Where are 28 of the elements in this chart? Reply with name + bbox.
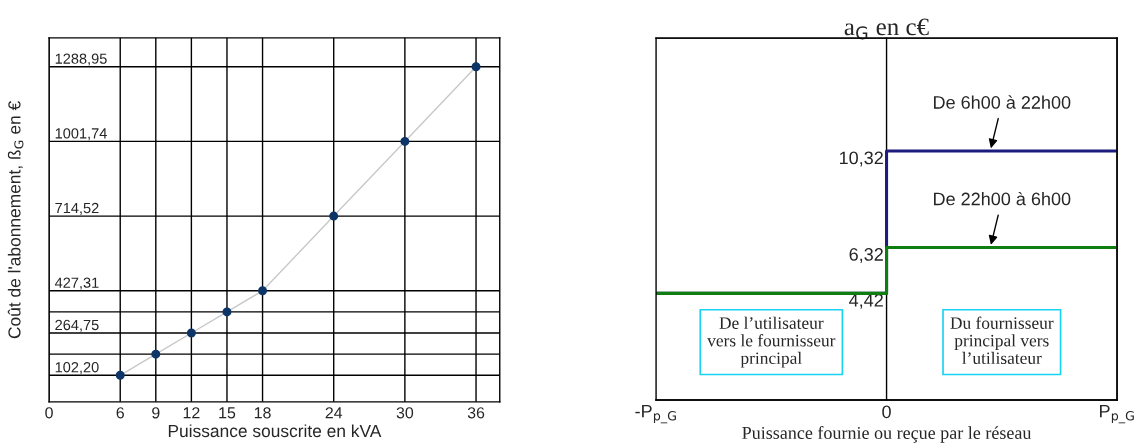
x-tick-label: 30: [396, 407, 414, 419]
y-axis-title: Coût de l'abonnement, ß$_{G}$ en €: [7, 101, 24, 339]
y-tick-label: 1288,95: [55, 53, 107, 66]
x-tick-label: 9: [152, 407, 160, 419]
y-tick-label: 1001,74: [55, 128, 107, 141]
annotation: Du fournisseur principal vers l’utilisateur: [950, 316, 1054, 365]
y-tick-label: 6,32: [849, 248, 883, 263]
x-tick-label: 0: [45, 407, 53, 419]
y-tick-label: 427,31: [54, 277, 99, 290]
text: De 22h00 à 6h00: [934, 191, 1071, 206]
y-tick-label: 102,20: [55, 362, 99, 375]
x-tick-label: 36: [467, 407, 485, 419]
x-tick-label: 6: [116, 407, 124, 419]
x-tick-label: P$_{p_G}$: [1100, 404, 1134, 424]
text: De 6h00 à 22h00: [934, 95, 1071, 109]
y-tick-label: 714,52: [55, 202, 99, 215]
x-tick-label: 18: [254, 407, 271, 419]
x-tick-label: 12: [183, 407, 200, 419]
annotation: De l’utilisateur vers le fournisseur principal: [707, 316, 836, 368]
x-tick-label: 0: [882, 405, 891, 419]
x-axis-title: Puissance fournie ou reçue par le réseau: [742, 426, 1032, 443]
x-tick-label: 15: [219, 407, 236, 419]
x-axis-title: Puissance souscrite en kVA: [168, 424, 382, 438]
x-tick-label: -P$_{p_G}$: [635, 404, 676, 424]
y-tick-label: 264,75: [55, 319, 99, 332]
y-tick-label: 10,32: [839, 151, 883, 167]
chart-title: a$_{G}$ en c€: [844, 18, 929, 40]
x-tick-label: 24: [325, 407, 343, 419]
